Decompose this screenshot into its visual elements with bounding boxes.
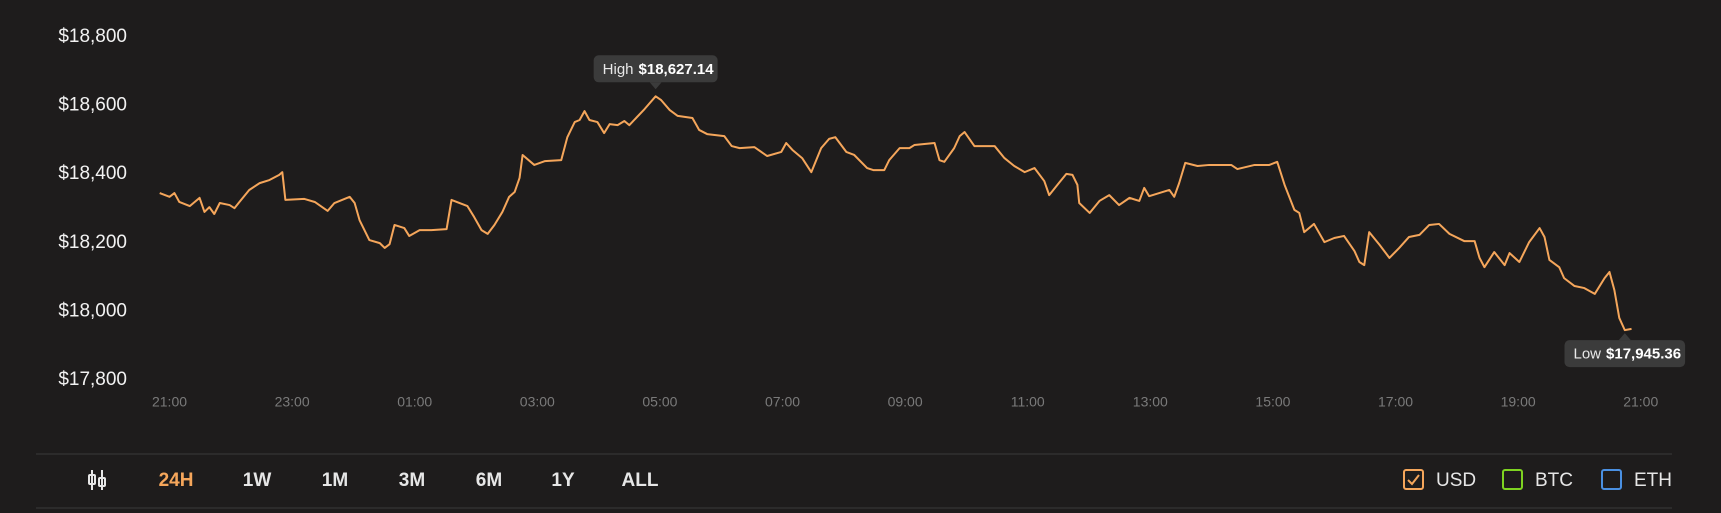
tooltip-text: Low $17,945.36	[1573, 346, 1681, 363]
range-button[interactable]: ALL	[622, 470, 659, 491]
x-tick-label: 21:00	[1623, 394, 1658, 410]
x-tick-label: 03:00	[520, 394, 555, 410]
tooltip-label: High	[603, 61, 634, 78]
x-tick-label: 13:00	[1133, 394, 1168, 410]
currency-toggle[interactable]: ETH	[1601, 469, 1672, 491]
currency-toggle[interactable]: USD	[1403, 469, 1476, 491]
y-tick-label: $17,800	[58, 369, 127, 390]
y-tick-label: $18,000	[58, 300, 127, 321]
tooltip-box	[593, 55, 718, 83]
range-button[interactable]: 6M	[476, 470, 502, 491]
tooltip-pointer	[1618, 333, 1631, 341]
tooltip-value: $18,627.14	[639, 61, 715, 78]
x-tick-label: 19:00	[1501, 394, 1536, 410]
x-tick-label: 21:00	[152, 394, 187, 410]
tooltip-text: High $18,627.14	[603, 61, 715, 78]
x-tick-label: 23:00	[275, 394, 310, 410]
tooltip-box	[1564, 340, 1686, 368]
x-tick-label: 17:00	[1378, 394, 1413, 410]
currency-label: BTC	[1535, 470, 1573, 491]
x-tick-label: 05:00	[642, 394, 677, 410]
range-button[interactable]: 1Y	[551, 470, 575, 491]
currency-checkbox	[1403, 469, 1424, 490]
y-tick-label: $18,400	[58, 163, 127, 184]
y-tick-label: $18,200	[58, 232, 127, 253]
currency-checkbox	[1502, 469, 1523, 490]
candles-toggle[interactable]	[88, 470, 106, 490]
price-line	[159, 95, 1632, 332]
x-tick-label: 01:00	[397, 394, 432, 410]
currency-label: ETH	[1634, 470, 1672, 491]
range-button[interactable]: 3M	[399, 470, 425, 491]
range-button[interactable]: 1M	[322, 470, 348, 491]
checkmark	[1407, 474, 1420, 486]
range-button[interactable]: 1W	[243, 470, 272, 491]
tooltip-label: Low	[1573, 346, 1601, 363]
tooltip-pointer	[649, 82, 662, 90]
range-button[interactable]: 24H	[159, 470, 194, 491]
x-tick-label: 11:00	[1011, 394, 1045, 410]
tooltip-value: $17,945.36	[1606, 346, 1681, 363]
currency-toggle[interactable]: BTC	[1502, 469, 1573, 491]
x-tick-label: 15:00	[1255, 394, 1290, 410]
x-tick-label: 07:00	[765, 394, 800, 410]
currency-checkbox	[1601, 469, 1622, 490]
currency-label: USD	[1436, 470, 1476, 491]
y-tick-label: $18,600	[58, 95, 127, 116]
price-tooltip: Low $17,945.36	[1564, 333, 1686, 368]
x-tick-label: 09:00	[888, 394, 923, 410]
price-tooltip: High $18,627.14	[593, 55, 718, 90]
y-tick-label: $18,800	[58, 26, 127, 47]
